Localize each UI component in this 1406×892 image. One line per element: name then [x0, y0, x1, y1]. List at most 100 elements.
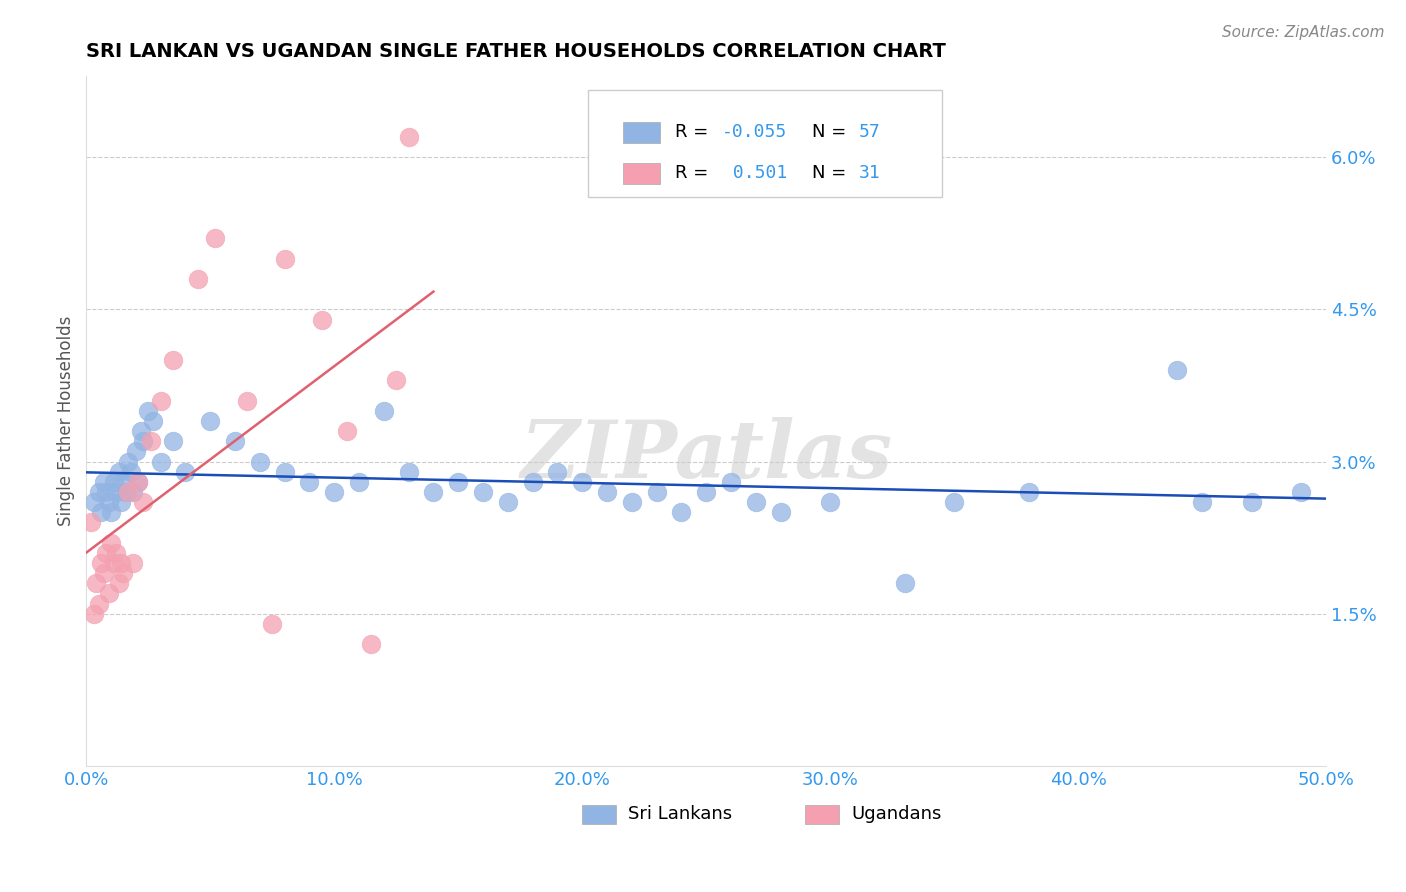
- Point: [1191, 495, 1213, 509]
- Point: [125, 444, 148, 458]
- Point: [1166, 363, 1188, 377]
- Point: [645, 485, 668, 500]
- Point: [769, 505, 792, 519]
- Point: [204, 231, 226, 245]
- Point: [103, 475, 125, 489]
- Point: [347, 475, 370, 489]
- FancyBboxPatch shape: [806, 805, 839, 823]
- Point: [373, 404, 395, 418]
- Point: [93, 475, 115, 489]
- Point: [385, 373, 408, 387]
- Point: [107, 465, 129, 479]
- Point: [162, 353, 184, 368]
- Point: [115, 485, 138, 500]
- Point: [162, 434, 184, 449]
- Point: [422, 485, 444, 500]
- FancyBboxPatch shape: [623, 122, 661, 143]
- Point: [122, 485, 145, 500]
- Point: [262, 616, 284, 631]
- Point: [129, 424, 152, 438]
- Point: [94, 485, 117, 500]
- Point: [139, 434, 162, 449]
- Point: [83, 495, 105, 509]
- Point: [200, 414, 222, 428]
- Text: R =: R =: [675, 123, 714, 141]
- Point: [671, 505, 693, 519]
- Point: [174, 465, 197, 479]
- Text: N =: N =: [811, 123, 852, 141]
- Point: [818, 495, 841, 509]
- Point: [122, 556, 145, 570]
- Point: [311, 312, 333, 326]
- Point: [893, 576, 915, 591]
- Point: [90, 556, 112, 570]
- FancyBboxPatch shape: [582, 805, 616, 823]
- Point: [273, 465, 295, 479]
- Point: [84, 576, 107, 591]
- Point: [136, 404, 159, 418]
- Point: [100, 505, 122, 519]
- Text: -0.055: -0.055: [723, 123, 787, 141]
- Point: [120, 465, 142, 479]
- Point: [132, 495, 155, 509]
- Point: [398, 465, 420, 479]
- Point: [224, 434, 246, 449]
- Point: [127, 475, 149, 489]
- Point: [546, 465, 568, 479]
- Point: [249, 454, 271, 468]
- Point: [398, 130, 420, 145]
- Point: [105, 485, 128, 500]
- Text: 57: 57: [859, 123, 880, 141]
- Point: [117, 454, 139, 468]
- Point: [90, 505, 112, 519]
- Text: ZIPatlas: ZIPatlas: [520, 417, 893, 494]
- Point: [149, 393, 172, 408]
- Point: [273, 252, 295, 266]
- Point: [112, 566, 135, 580]
- Point: [695, 485, 717, 500]
- Text: N =: N =: [811, 164, 852, 182]
- Text: SRI LANKAN VS UGANDAN SINGLE FATHER HOUSEHOLDS CORRELATION CHART: SRI LANKAN VS UGANDAN SINGLE FATHER HOUS…: [86, 42, 946, 61]
- Point: [100, 535, 122, 549]
- Point: [522, 475, 544, 489]
- Point: [1018, 485, 1040, 500]
- Point: [323, 485, 346, 500]
- Text: 0.501: 0.501: [723, 164, 787, 182]
- Point: [943, 495, 966, 509]
- Point: [87, 597, 110, 611]
- Point: [142, 414, 165, 428]
- Point: [132, 434, 155, 449]
- Point: [298, 475, 321, 489]
- Text: Source: ZipAtlas.com: Source: ZipAtlas.com: [1222, 25, 1385, 40]
- Point: [472, 485, 495, 500]
- FancyBboxPatch shape: [589, 90, 942, 197]
- Point: [103, 556, 125, 570]
- Y-axis label: Single Father Households: Single Father Households: [58, 316, 75, 526]
- Point: [83, 607, 105, 621]
- Point: [1291, 485, 1313, 500]
- Point: [97, 495, 120, 509]
- Point: [149, 454, 172, 468]
- Text: Ugandans: Ugandans: [851, 805, 942, 823]
- Point: [94, 546, 117, 560]
- Point: [336, 424, 359, 438]
- Point: [720, 475, 742, 489]
- Point: [620, 495, 643, 509]
- Point: [97, 586, 120, 600]
- Point: [236, 393, 259, 408]
- Point: [93, 566, 115, 580]
- Text: 31: 31: [859, 164, 880, 182]
- Point: [80, 516, 103, 530]
- Point: [110, 556, 132, 570]
- Text: Sri Lankans: Sri Lankans: [628, 805, 733, 823]
- Text: R =: R =: [675, 164, 714, 182]
- Point: [87, 485, 110, 500]
- Point: [187, 272, 209, 286]
- Point: [447, 475, 470, 489]
- Point: [596, 485, 619, 500]
- Point: [496, 495, 519, 509]
- FancyBboxPatch shape: [623, 163, 661, 184]
- Point: [571, 475, 593, 489]
- Point: [107, 576, 129, 591]
- Point: [105, 546, 128, 560]
